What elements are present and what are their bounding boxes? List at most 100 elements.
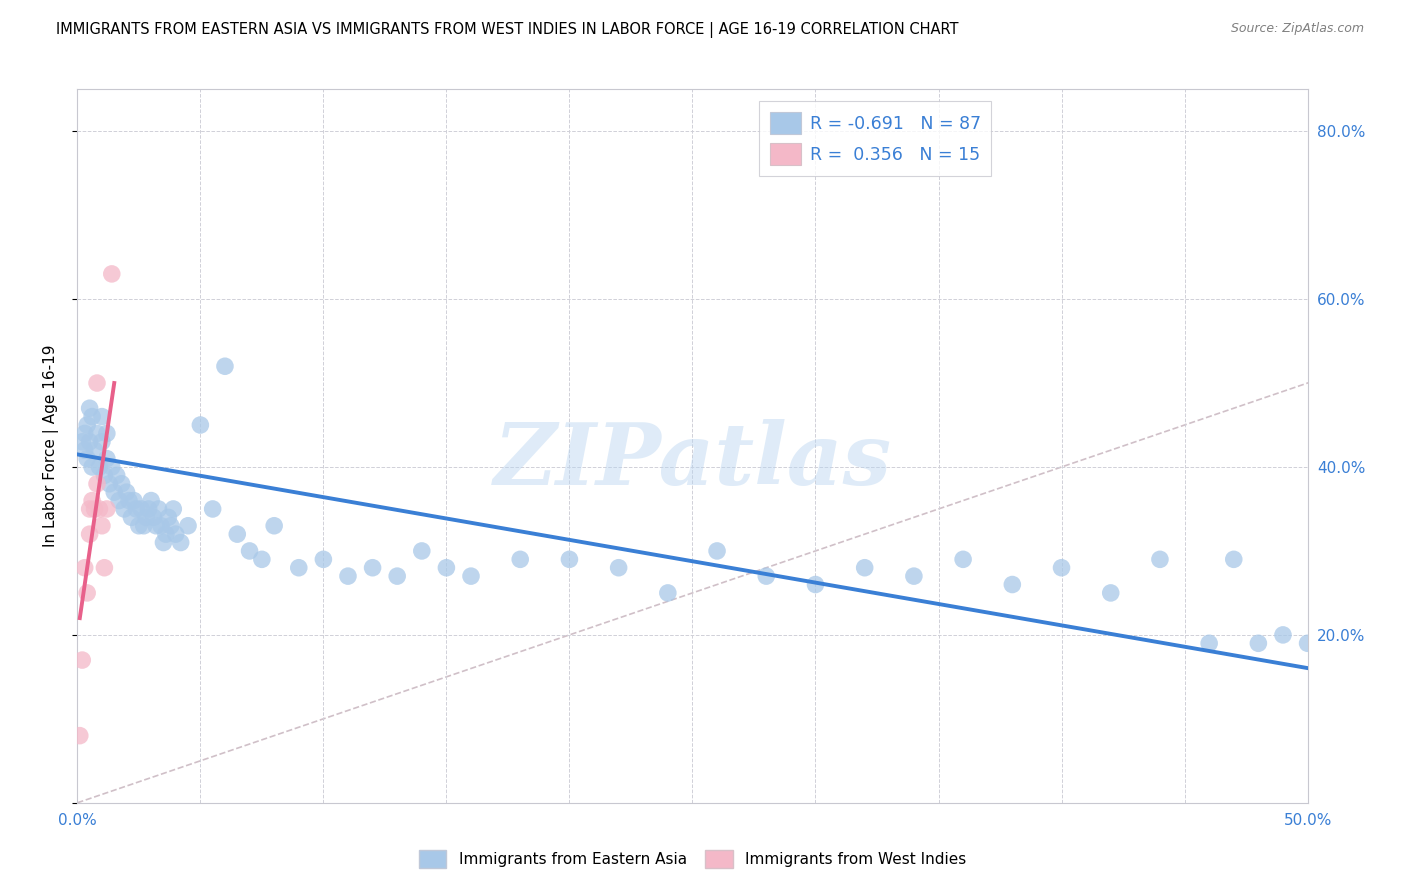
Point	[89, 460, 111, 475]
Point	[79, 527, 101, 541]
Point	[83, 443, 105, 458]
Point	[558, 552, 581, 566]
Point	[145, 518, 167, 533]
Point	[86, 376, 108, 390]
Point	[387, 569, 409, 583]
Point	[101, 267, 124, 281]
Point	[903, 569, 925, 583]
Point	[115, 485, 138, 500]
Point	[1247, 636, 1270, 650]
Point	[79, 401, 101, 416]
Point	[135, 510, 157, 524]
Point	[1223, 552, 1246, 566]
Point	[460, 569, 482, 583]
Point	[131, 502, 153, 516]
Point	[201, 502, 224, 516]
Point	[82, 493, 104, 508]
Point	[79, 434, 101, 449]
Point	[89, 502, 111, 516]
Point	[90, 409, 114, 424]
Point	[111, 476, 132, 491]
Point	[69, 729, 91, 743]
Point	[73, 560, 96, 574]
Point	[83, 502, 105, 516]
Point	[155, 527, 177, 541]
Point	[73, 426, 96, 441]
Point	[150, 518, 173, 533]
Point	[132, 518, 155, 533]
Point	[70, 434, 93, 449]
Point	[141, 493, 163, 508]
Point	[118, 493, 141, 508]
Point	[755, 569, 778, 583]
Point	[157, 510, 180, 524]
Point	[96, 502, 118, 516]
Point	[76, 586, 98, 600]
Point	[952, 552, 974, 566]
Point	[1395, 628, 1406, 642]
Point	[152, 535, 174, 549]
Legend: Immigrants from Eastern Asia, Immigrants from West Indies: Immigrants from Eastern Asia, Immigrants…	[413, 844, 972, 873]
Point	[125, 502, 148, 516]
Point	[1371, 636, 1393, 650]
Point	[160, 518, 183, 533]
Point	[226, 527, 249, 541]
Point	[361, 560, 384, 574]
Point	[82, 409, 104, 424]
Text: ZIPatlas: ZIPatlas	[494, 418, 891, 502]
Point	[1001, 577, 1024, 591]
Point	[96, 451, 118, 466]
Point	[1149, 552, 1171, 566]
Point	[98, 476, 121, 491]
Point	[73, 443, 96, 458]
Point	[509, 552, 531, 566]
Point	[90, 434, 114, 449]
Point	[82, 460, 104, 475]
Point	[93, 468, 115, 483]
Point	[337, 569, 360, 583]
Point	[90, 518, 114, 533]
Point	[263, 518, 285, 533]
Point	[86, 426, 108, 441]
Point	[1099, 586, 1122, 600]
Point	[1346, 628, 1368, 642]
Point	[93, 560, 115, 574]
Point	[128, 518, 150, 533]
Point	[70, 653, 93, 667]
Point	[76, 417, 98, 432]
Point	[105, 468, 128, 483]
Point	[1296, 636, 1319, 650]
Point	[121, 510, 143, 524]
Point	[436, 560, 458, 574]
Point	[177, 518, 200, 533]
Point	[853, 560, 876, 574]
Point	[148, 502, 170, 516]
Point	[1322, 636, 1344, 650]
Point	[101, 460, 124, 475]
Point	[706, 544, 728, 558]
Point	[112, 502, 135, 516]
Point	[190, 417, 212, 432]
Point	[239, 544, 262, 558]
Point	[1198, 636, 1220, 650]
Point	[804, 577, 827, 591]
Text: Source: ZipAtlas.com: Source: ZipAtlas.com	[1230, 22, 1364, 36]
Point	[79, 502, 101, 516]
Point	[288, 560, 311, 574]
Point	[657, 586, 679, 600]
Y-axis label: In Labor Force | Age 16-19: In Labor Force | Age 16-19	[42, 344, 59, 548]
Point	[607, 560, 630, 574]
Point	[162, 502, 184, 516]
Point	[214, 359, 236, 374]
Point	[76, 451, 98, 466]
Point	[1272, 628, 1295, 642]
Point	[86, 476, 108, 491]
Text: IMMIGRANTS FROM EASTERN ASIA VS IMMIGRANTS FROM WEST INDIES IN LABOR FORCE | AGE: IMMIGRANTS FROM EASTERN ASIA VS IMMIGRAN…	[56, 22, 959, 38]
Point	[122, 493, 145, 508]
Point	[165, 527, 187, 541]
Point	[142, 510, 165, 524]
Point	[108, 493, 131, 508]
Point	[138, 502, 160, 516]
Point	[250, 552, 273, 566]
Point	[411, 544, 433, 558]
